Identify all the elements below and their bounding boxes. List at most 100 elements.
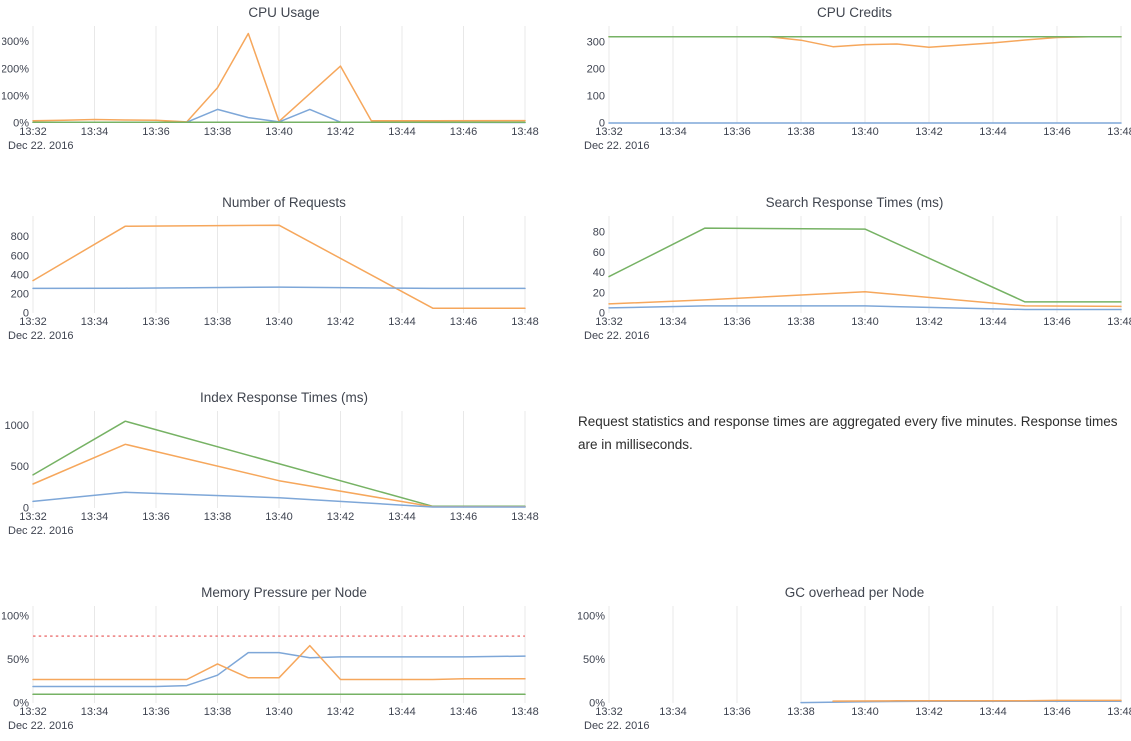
svg-text:13:44: 13:44 <box>388 511 416 523</box>
svg-text:13:40: 13:40 <box>265 706 293 718</box>
chart-title-gc-overhead: GC overhead per Node <box>784 585 925 600</box>
svg-text:100%: 100% <box>2 611 29 623</box>
svg-text:13:40: 13:40 <box>265 316 293 328</box>
chart-title-cpu-usage: CPU Usage <box>248 5 320 20</box>
svg-text:80: 80 <box>593 227 605 239</box>
chart-title-search-response-times: Search Response Times (ms) <box>765 195 944 210</box>
svg-text:13:38: 13:38 <box>204 511 232 523</box>
chart-cpu-usage: CPU Usage 0% 100% 200% 300% 13:32 13:34 13:36 1… <box>2 4 566 154</box>
svg-text:Dec 22. 2016: Dec 22. 2016 <box>584 330 649 342</box>
svg-text:13:34: 13:34 <box>81 316 109 328</box>
svg-text:Dec 22. 2016: Dec 22. 2016 <box>8 525 73 537</box>
svg-text:13:36: 13:36 <box>142 511 170 523</box>
chart-title-number-of-requests: Number of Requests <box>222 195 346 210</box>
svg-text:13:42: 13:42 <box>915 126 943 138</box>
svg-text:13:34: 13:34 <box>659 316 687 328</box>
svg-text:13:36: 13:36 <box>142 316 170 328</box>
cell-gc-overhead: GC overhead per Node 0% 50% 100% 13:32 13:34… <box>566 580 1131 741</box>
svg-text:13:38: 13:38 <box>787 126 815 138</box>
svg-text:20: 20 <box>593 287 605 299</box>
svg-text:13:44: 13:44 <box>979 706 1007 718</box>
svg-text:13:34: 13:34 <box>659 706 687 718</box>
svg-text:13:34: 13:34 <box>81 126 109 138</box>
svg-text:0: 0 <box>23 503 29 515</box>
svg-text:13:42: 13:42 <box>327 511 355 523</box>
svg-text:13:34: 13:34 <box>81 706 109 718</box>
svg-text:60: 60 <box>593 247 605 259</box>
svg-text:13:40: 13:40 <box>851 706 879 718</box>
svg-text:50%: 50% <box>583 654 605 666</box>
svg-text:13:32: 13:32 <box>19 511 47 523</box>
chart-gc-overhead: GC overhead per Node 0% 50% 100% 13:32 13:34… <box>578 584 1131 734</box>
svg-text:800: 800 <box>11 231 29 243</box>
svg-text:13:32: 13:32 <box>19 706 47 718</box>
svg-text:13:44: 13:44 <box>388 126 416 138</box>
svg-text:13:42: 13:42 <box>327 126 355 138</box>
svg-text:13:40: 13:40 <box>851 126 879 138</box>
chart-number-of-requests: Number of Requests 0 200 400 600 800 13:32 13:… <box>2 194 566 344</box>
svg-text:13:40: 13:40 <box>851 316 879 328</box>
svg-text:Dec 22. 2016: Dec 22. 2016 <box>584 720 649 732</box>
svg-text:13:42: 13:42 <box>327 706 355 718</box>
svg-text:Dec 22. 2016: Dec 22. 2016 <box>8 330 73 342</box>
svg-text:300: 300 <box>587 37 605 49</box>
svg-text:13:40: 13:40 <box>265 511 293 523</box>
svg-text:400: 400 <box>11 269 29 281</box>
svg-text:0%: 0% <box>13 698 29 710</box>
cell-index-response-times: Index Response Times (ms) 0 500 1000 13:32 1… <box>0 385 566 580</box>
svg-text:Dec 22. 2016: Dec 22. 2016 <box>584 140 649 152</box>
svg-text:Dec 22. 2016: Dec 22. 2016 <box>8 720 73 732</box>
cell-search-response-times: Search Response Times (ms) 0 20 40 60 80 13:3… <box>566 190 1131 385</box>
svg-text:13:46: 13:46 <box>1043 126 1071 138</box>
svg-text:13:46: 13:46 <box>450 511 478 523</box>
cell-memory-pressure: Memory Pressure per Node 0% 50% 100% 13:32 1… <box>0 580 566 741</box>
svg-text:13:38: 13:38 <box>787 316 815 328</box>
svg-text:13:46: 13:46 <box>1043 316 1071 328</box>
svg-text:13:36: 13:36 <box>142 126 170 138</box>
svg-text:13:44: 13:44 <box>388 316 416 328</box>
svg-text:13:36: 13:36 <box>723 316 751 328</box>
chart-cpu-credits: CPU Credits 0 100 200 300 13:32 13:34 13:36 13:… <box>578 4 1131 154</box>
svg-text:13:32: 13:32 <box>595 126 623 138</box>
svg-text:13:46: 13:46 <box>450 126 478 138</box>
chart-memory-pressure: Memory Pressure per Node 0% 50% 100% 13:32 1… <box>2 584 566 734</box>
chart-title-index-response-times: Index Response Times (ms) <box>199 390 369 405</box>
svg-text:13:42: 13:42 <box>327 316 355 328</box>
svg-text:13:38: 13:38 <box>787 706 815 718</box>
chart-search-response-times: Search Response Times (ms) 0 20 40 60 80 13:3… <box>578 194 1131 344</box>
svg-text:1000: 1000 <box>5 420 29 432</box>
chart-plot-memory-pressure: 0% 50% 100% 13:32 13:34 13:36 13:38 13:40 13:42 1… <box>2 602 566 734</box>
svg-text:300%: 300% <box>2 36 29 48</box>
svg-text:13:42: 13:42 <box>915 316 943 328</box>
svg-text:13:32: 13:32 <box>595 316 623 328</box>
svg-text:13:44: 13:44 <box>979 126 1007 138</box>
svg-text:13:32: 13:32 <box>19 316 47 328</box>
svg-text:13:36: 13:36 <box>723 706 751 718</box>
svg-text:13:48: 13:48 <box>511 706 539 718</box>
cell-cpu-usage: CPU Usage 0% 100% 200% 300% 13:32 13:34 13:36 1… <box>0 0 566 190</box>
svg-text:200: 200 <box>587 64 605 76</box>
svg-text:13:48: 13:48 <box>511 126 539 138</box>
svg-text:200%: 200% <box>2 63 29 75</box>
svg-text:50%: 50% <box>7 654 29 666</box>
svg-text:0%: 0% <box>589 698 605 710</box>
svg-text:13:38: 13:38 <box>204 126 232 138</box>
svg-text:13:32: 13:32 <box>19 126 47 138</box>
chart-title-cpu-credits: CPU Credits <box>816 5 892 20</box>
cell-cpu-credits: CPU Credits 0 100 200 300 13:32 13:34 13:36 13:… <box>566 0 1131 190</box>
cell-aggregation-note: Request statistics and response times ar… <box>566 385 1131 580</box>
svg-text:13:48: 13:48 <box>1107 316 1131 328</box>
svg-text:13:38: 13:38 <box>204 706 232 718</box>
chart-index-response-times: Index Response Times (ms) 0 500 1000 13:32 1… <box>2 389 566 539</box>
chart-plot-index-response-times: 0 500 1000 13:32 13:34 13:36 13:38 13:40 13:42 13… <box>2 407 566 539</box>
svg-text:13:36: 13:36 <box>142 706 170 718</box>
chart-title-memory-pressure: Memory Pressure per Node <box>201 585 367 600</box>
svg-text:13:32: 13:32 <box>595 706 623 718</box>
svg-text:13:46: 13:46 <box>450 316 478 328</box>
aggregation-note: Request statistics and response times ar… <box>578 414 1118 452</box>
svg-text:13:38: 13:38 <box>204 316 232 328</box>
svg-text:13:34: 13:34 <box>659 126 687 138</box>
svg-text:13:36: 13:36 <box>723 126 751 138</box>
svg-text:13:48: 13:48 <box>511 511 539 523</box>
